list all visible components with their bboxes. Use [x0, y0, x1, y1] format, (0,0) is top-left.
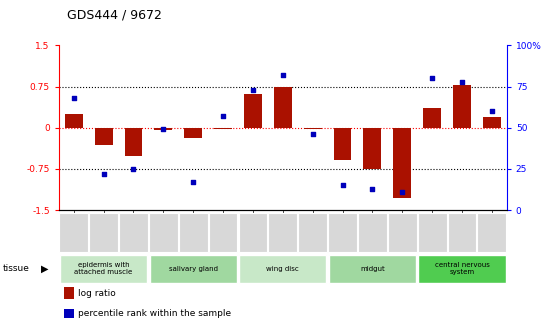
- Bar: [418, 255, 506, 283]
- Text: midgut: midgut: [360, 266, 385, 272]
- Bar: [239, 255, 326, 283]
- Text: ▶: ▶: [41, 264, 48, 274]
- Point: [487, 109, 496, 114]
- Bar: [150, 255, 237, 283]
- Text: percentile rank within the sample: percentile rank within the sample: [78, 309, 231, 318]
- Bar: [329, 255, 416, 283]
- Point: [458, 79, 466, 84]
- Bar: [244, 94, 262, 128]
- Bar: [363, 128, 381, 169]
- Point: [368, 186, 377, 191]
- Point: [129, 166, 138, 172]
- Bar: [483, 117, 501, 128]
- Point: [278, 72, 287, 78]
- Point: [69, 95, 78, 101]
- Bar: [304, 128, 321, 129]
- Bar: [334, 128, 352, 160]
- Point: [159, 127, 168, 132]
- Bar: [95, 128, 113, 145]
- Bar: [423, 109, 441, 128]
- Bar: [124, 128, 142, 156]
- Text: tissue: tissue: [3, 264, 30, 273]
- Point: [249, 87, 258, 92]
- Text: central nervous
system: central nervous system: [435, 262, 489, 275]
- Text: log ratio: log ratio: [78, 289, 116, 298]
- Text: wing disc: wing disc: [267, 266, 299, 272]
- Point: [338, 183, 347, 188]
- Bar: [274, 87, 292, 128]
- Text: GDS444 / 9672: GDS444 / 9672: [67, 8, 162, 22]
- Bar: [155, 128, 172, 130]
- Bar: [393, 128, 411, 198]
- Bar: [184, 128, 202, 137]
- Bar: [214, 128, 232, 129]
- Point: [428, 76, 437, 81]
- Bar: [60, 255, 147, 283]
- Point: [99, 171, 108, 176]
- Point: [398, 189, 407, 195]
- Text: salivary gland: salivary gland: [169, 266, 218, 272]
- Point: [189, 179, 198, 185]
- Bar: [65, 114, 83, 128]
- Bar: [453, 85, 471, 128]
- Text: epidermis with
attached muscle: epidermis with attached muscle: [74, 262, 133, 275]
- Point: [218, 114, 227, 119]
- Point: [308, 132, 317, 137]
